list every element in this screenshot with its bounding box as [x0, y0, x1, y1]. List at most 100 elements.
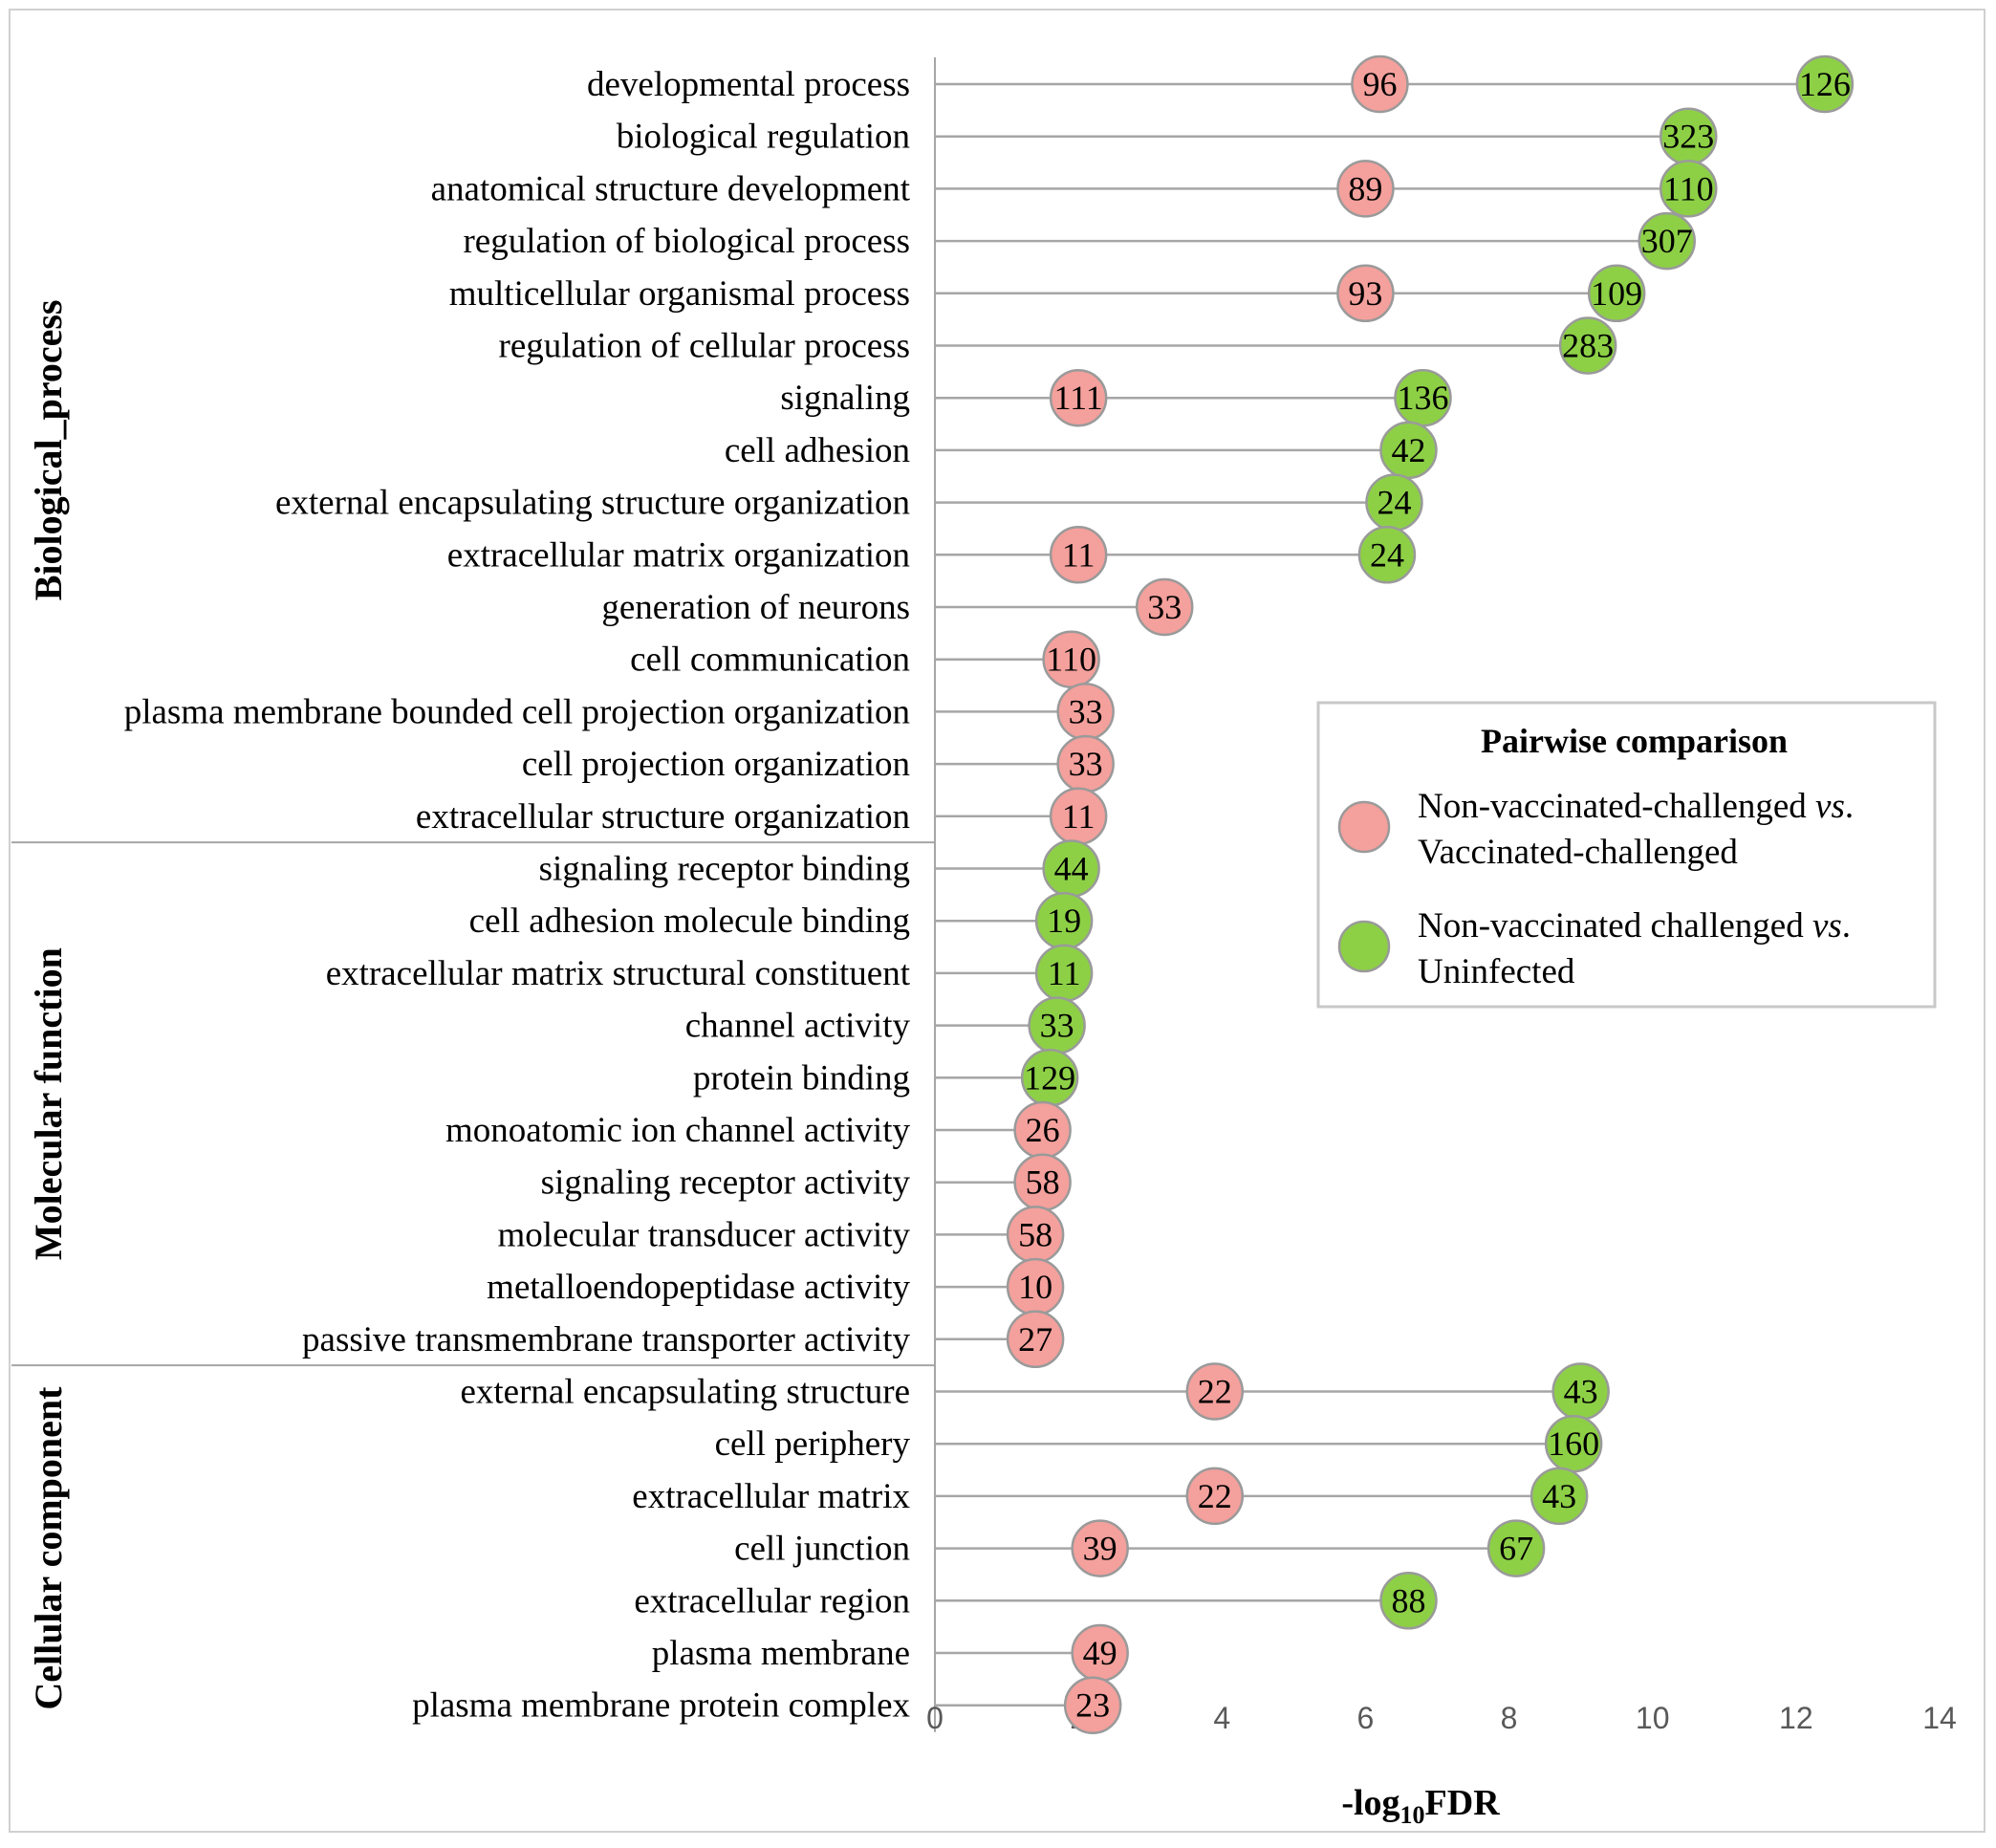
point-count-label: 96 — [1362, 65, 1397, 103]
term-label: cell adhesion molecule binding — [469, 902, 910, 941]
term-label: developmental process — [587, 65, 910, 104]
point-count-label: 10 — [1018, 1268, 1052, 1306]
point-count-label: 110 — [1663, 169, 1714, 207]
term-label: cell adhesion — [725, 431, 910, 470]
term-label: extracellular matrix organization — [447, 535, 910, 575]
term-label: regulation of cellular process — [499, 327, 910, 366]
term-label: monoatomic ion channel activity — [445, 1111, 911, 1150]
point-count-label: 88 — [1391, 1581, 1425, 1620]
point-count-label: 11 — [1062, 797, 1096, 836]
stems-layer — [935, 82, 1825, 1707]
point-count-label: 27 — [1018, 1320, 1052, 1359]
legend-entry-italic: vs — [1812, 906, 1842, 946]
point-pink — [1063, 1676, 1122, 1734]
point-pink — [1185, 1467, 1245, 1526]
point-count-label: 58 — [1026, 1163, 1060, 1202]
point-count-label: 136 — [1397, 379, 1448, 417]
term-label: cell projection organization — [522, 745, 910, 784]
point-count-label: 39 — [1083, 1530, 1117, 1568]
point-green — [1795, 54, 1855, 114]
x-axis: 02468101214-log10FDR — [926, 57, 1957, 1829]
legend-marker-pink — [1337, 800, 1391, 854]
x-tick-label: 0 — [926, 1701, 944, 1735]
point-count-label: 43 — [1564, 1373, 1598, 1411]
x-tick-label: 4 — [1213, 1701, 1230, 1735]
legend-entry-text: Non-vaccinated-challenged — [1418, 787, 1815, 826]
point-count-label: 111 — [1053, 379, 1102, 417]
x-axis-title: -log10FDR — [1341, 1783, 1500, 1829]
x-axis-title-suffix: FDR — [1425, 1783, 1501, 1823]
point-green — [1558, 316, 1617, 375]
point-count-label: 33 — [1040, 1007, 1074, 1045]
point-count-label: 323 — [1662, 118, 1714, 156]
group-label: Molecular function — [27, 947, 70, 1260]
point-green — [1357, 526, 1417, 584]
point-pink — [1135, 577, 1194, 637]
term-label: signaling — [780, 379, 910, 418]
x-tick-label: 6 — [1357, 1701, 1375, 1735]
legend-entry-dot: . — [1845, 787, 1854, 826]
term-label: extracellular matrix structural constitu… — [326, 954, 911, 993]
term-label: extracellular structure organization — [416, 797, 910, 837]
point-count-label: 11 — [1062, 535, 1096, 574]
term-labels-layer: developmental process biological regulati… — [124, 65, 911, 1726]
group-label: Biological_process — [27, 299, 70, 600]
term-label: metalloendopeptidase activity — [487, 1268, 910, 1307]
term-label: signaling receptor activity — [541, 1163, 911, 1203]
point-count-label: 19 — [1047, 902, 1081, 940]
point-count-label: 109 — [1591, 274, 1642, 313]
point-count-label: 42 — [1391, 431, 1425, 469]
term-label: signaling receptor binding — [539, 850, 910, 889]
point-pink — [1049, 526, 1108, 584]
point-pink — [1006, 1310, 1065, 1369]
point-count-label: 93 — [1348, 274, 1382, 313]
group-label: Cellular component — [27, 1386, 70, 1710]
point-count-label: 24 — [1377, 484, 1411, 522]
term-label: channel activity — [685, 1007, 911, 1046]
term-label: plasma membrane — [652, 1634, 910, 1673]
term-label: cell junction — [734, 1530, 910, 1569]
point-count-label: 307 — [1641, 222, 1693, 260]
point-pink — [1185, 1362, 1245, 1421]
point-pink — [1071, 1519, 1129, 1577]
term-label: molecular transducer activity — [498, 1215, 911, 1254]
term-label: cell communication — [630, 641, 910, 680]
point-pink — [1049, 368, 1108, 427]
legend: Pairwise comparison Non-vaccinated-challe… — [1316, 701, 1937, 1009]
term-label: multicellular organismal process — [449, 274, 910, 314]
term-label: passive transmembrane transporter activi… — [302, 1320, 910, 1359]
term-label: external encapsulating structure organiz… — [275, 484, 910, 523]
term-label: extracellular region — [634, 1581, 910, 1620]
point-count-label: 33 — [1069, 745, 1103, 783]
point-count-label: 43 — [1542, 1477, 1576, 1515]
x-axis-title-prefix: -log — [1341, 1783, 1399, 1823]
term-label: plasma membrane protein complex — [412, 1686, 910, 1726]
legend-entry-italic: vs — [1815, 787, 1845, 826]
legend-entry-line1: Non-vaccinated challenged vs. — [1418, 906, 1851, 946]
x-axis-title-subscript: 10 — [1400, 1801, 1425, 1829]
legend-entry-line2: Vaccinated-challenged — [1418, 833, 1738, 872]
point-count-label: 11 — [1048, 954, 1081, 992]
x-tick-label: 10 — [1636, 1701, 1670, 1735]
term-label: anatomical structure development — [431, 169, 911, 208]
legend-marker-green — [1337, 920, 1391, 973]
legend-entry-line2: Uninfected — [1418, 952, 1575, 991]
term-label: regulation of biological process — [463, 222, 910, 261]
point-count-label: 26 — [1026, 1111, 1060, 1149]
point-green — [1660, 160, 1718, 218]
term-label: generation of neurons — [601, 588, 910, 627]
point-count-label: 22 — [1198, 1373, 1232, 1411]
point-count-label: 126 — [1799, 65, 1851, 103]
point-count-label: 33 — [1147, 588, 1182, 626]
point-count-label: 283 — [1562, 327, 1614, 365]
point-count-label: 58 — [1018, 1215, 1052, 1253]
legend-entry-text: Non-vaccinated challenged — [1418, 906, 1812, 946]
point-count-label: 24 — [1370, 535, 1404, 574]
point-pink — [1351, 54, 1409, 114]
point-count-label: 67 — [1499, 1530, 1533, 1568]
point-count-label: 44 — [1054, 850, 1089, 888]
point-count-label: 22 — [1198, 1477, 1232, 1515]
point-green — [1530, 1467, 1589, 1526]
